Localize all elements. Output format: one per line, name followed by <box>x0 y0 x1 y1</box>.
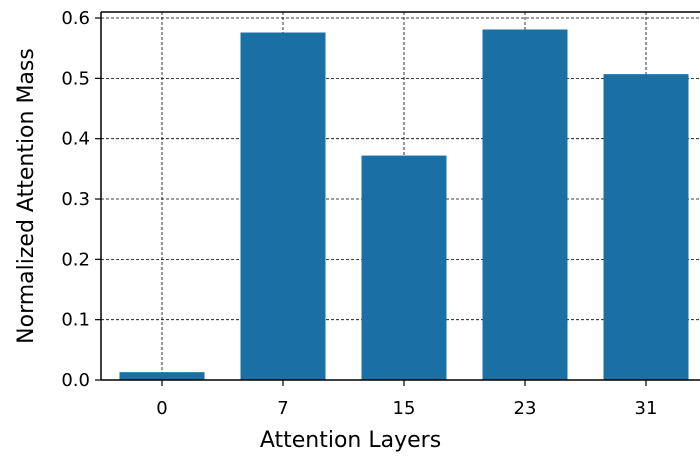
x-tick-label: 31 <box>635 398 658 419</box>
bar-23 <box>482 29 568 380</box>
x-tick-label: 15 <box>393 398 416 419</box>
y-tick-label: 0.0 <box>61 370 90 391</box>
bar-7 <box>240 32 326 380</box>
y-tick-label: 0.2 <box>61 249 90 270</box>
y-tick-label: 0.4 <box>61 129 90 150</box>
y-tick-label: 0.6 <box>61 8 90 29</box>
axes <box>100 11 700 381</box>
bars <box>119 29 689 381</box>
y-tick-label: 0.5 <box>61 68 90 89</box>
bar-0 <box>119 372 205 380</box>
y-tick-label: 0.3 <box>61 189 90 210</box>
x-tick-label: 23 <box>514 398 537 419</box>
x-ticks: 0 7 15 23 31 <box>156 380 657 419</box>
y-axis-title: Normalized Attention Mass <box>14 48 39 344</box>
x-axis-title: Attention Layers <box>260 428 441 453</box>
bar-15 <box>361 155 447 380</box>
y-ticks: 0.0 0.1 0.2 0.3 0.4 0.5 0.6 <box>61 8 101 391</box>
x-tick-label: 0 <box>156 398 167 419</box>
y-tick-label: 0.1 <box>61 310 90 331</box>
x-tick-label: 7 <box>277 398 288 419</box>
bar-31 <box>603 74 689 381</box>
